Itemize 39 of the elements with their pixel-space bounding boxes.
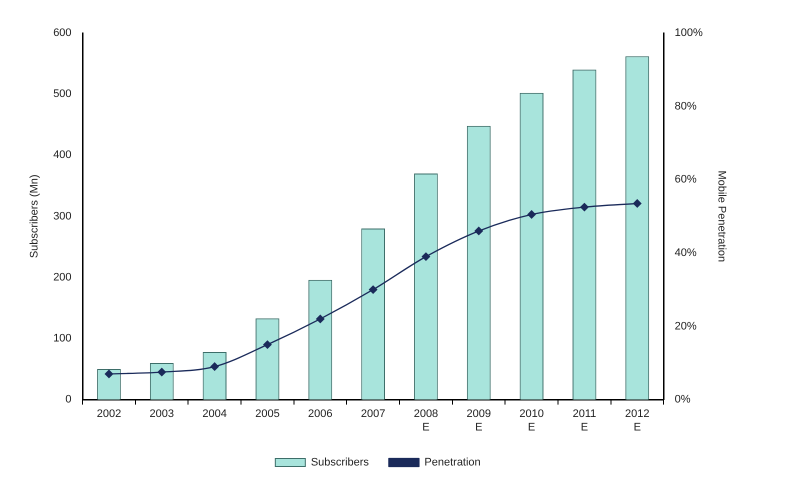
x-tick-label: 2007 xyxy=(360,408,386,420)
legend-label: Penetration xyxy=(424,456,481,469)
x-tick-label: 2002 xyxy=(96,408,122,420)
point xyxy=(368,285,378,294)
x-tick-label: 2010 E xyxy=(519,408,544,434)
y-tick-label: 600 xyxy=(53,27,72,40)
y-tick-label: 400 xyxy=(53,149,72,162)
x-tick-label: 2005 xyxy=(255,408,280,420)
point xyxy=(158,368,166,376)
y-tick-label: 100 xyxy=(53,332,72,345)
x-tick-label: 2004 xyxy=(202,408,227,420)
x-tick-label: 2008 E xyxy=(414,408,438,434)
y2-tick-label: 80% xyxy=(674,100,697,112)
y-tick-label: 300 xyxy=(53,210,72,222)
point xyxy=(580,202,589,212)
point xyxy=(210,362,219,371)
x-tick-label: 2003 xyxy=(150,408,174,420)
y2-tick-label: 100% xyxy=(674,27,704,40)
point xyxy=(527,210,536,219)
legend-label: Subscribers xyxy=(310,456,370,469)
y-tick-label: 500 xyxy=(53,88,72,100)
point xyxy=(422,252,430,261)
x-tick-label: 2011 E xyxy=(572,408,596,434)
point xyxy=(316,314,324,324)
y2-tick-label: 20% xyxy=(674,320,697,332)
y-axis-title: Subscribers (Mn) xyxy=(28,174,41,258)
y2-tick-label: 60% xyxy=(674,174,697,186)
point xyxy=(104,370,114,378)
x-tick-label: 2009 E xyxy=(466,408,492,434)
y2-tick-label: 40% xyxy=(674,246,697,259)
y2-tick-label: 0% xyxy=(674,394,691,406)
y-tick-label: 0 xyxy=(65,394,72,406)
point xyxy=(633,199,642,208)
point xyxy=(474,226,483,236)
x-tick-label: 2012 E xyxy=(625,408,650,434)
y2-axis-title: Mobile Penetration xyxy=(715,170,728,262)
x-tick-label: 2006 xyxy=(308,408,333,420)
point xyxy=(263,340,272,349)
y-tick-label: 200 xyxy=(53,271,72,284)
